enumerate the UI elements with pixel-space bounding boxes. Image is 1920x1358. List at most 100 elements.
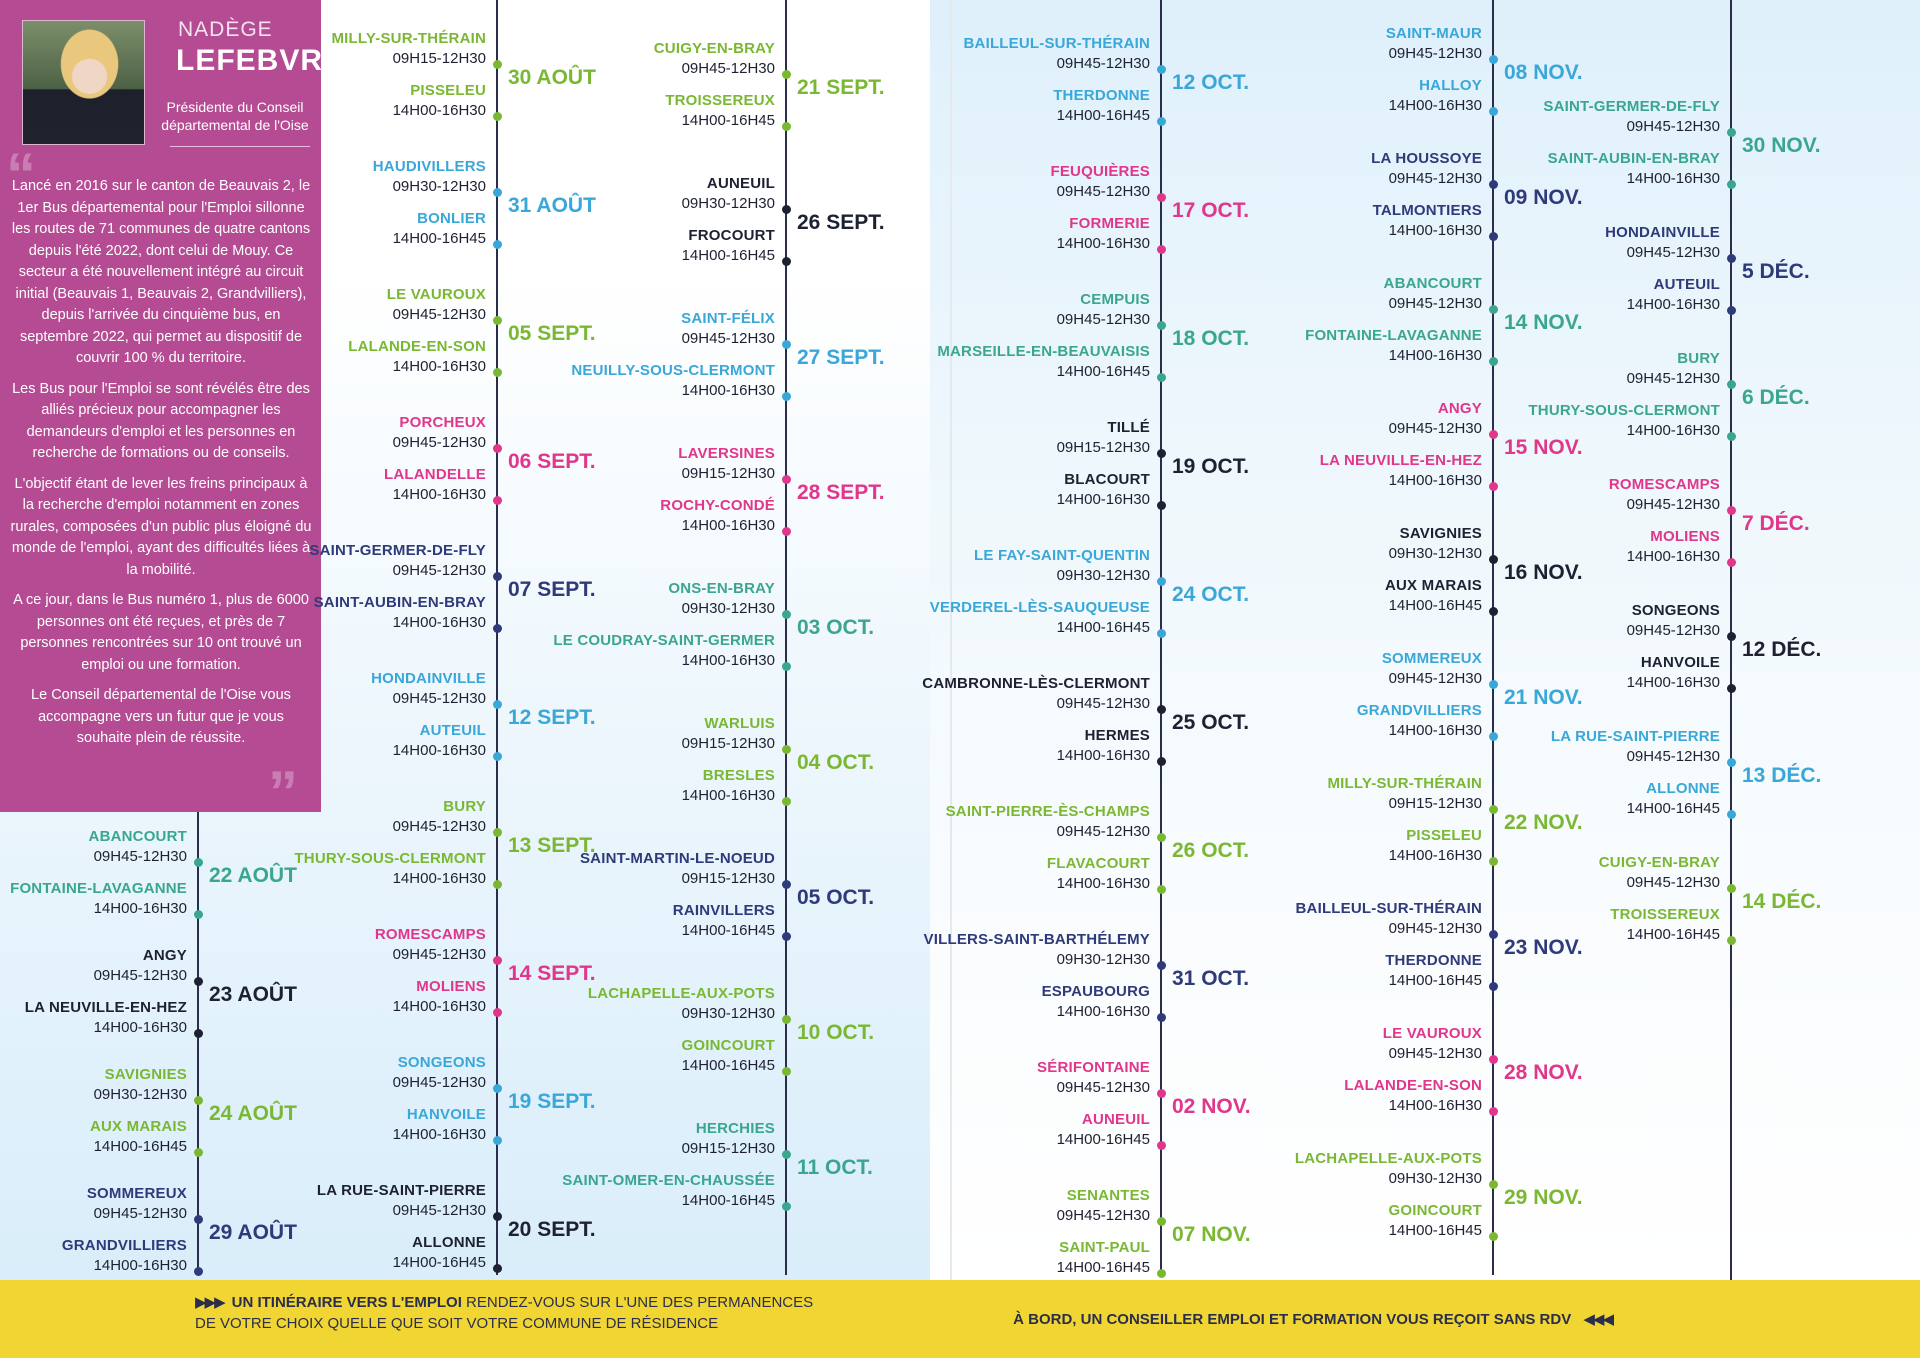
footer-left-bold: UN ITINÉRAIRE VERS L'EMPLOI <box>231 1294 462 1311</box>
stop-date: 04 OCT. <box>797 751 875 774</box>
stop-entry: ABANCOURT 09H45-12H30 <box>1182 275 1482 319</box>
stop-hours: 09H45-12H30 <box>1388 295 1482 312</box>
stop-entry: MOLIENS 14H00-16H30 <box>186 978 486 1022</box>
stop-hours: 09H45-12H30 <box>681 330 775 347</box>
stop-hours: 14H00-16H30 <box>1388 97 1482 114</box>
timeline-dot <box>1156 1269 1166 1278</box>
stop-city: BAILLEUL-SUR-THÉRAIN <box>1295 900 1482 917</box>
timeline-dot <box>1726 128 1736 137</box>
stop-date: 05 SEPT. <box>508 322 596 345</box>
stop-date: 22 AOÛT <box>209 864 297 887</box>
stop-hours: 09H45-12H30 <box>1388 420 1482 437</box>
intro-paragraph: Lancé en 2016 sur le canton de Beauvais … <box>11 178 311 366</box>
timeline-dot <box>492 956 502 965</box>
stop-entry: CEMPUIS 09H45-12H30 <box>850 291 1150 335</box>
stop-entry: LALANDE-EN-SON 14H00-16H30 <box>1182 1077 1482 1121</box>
stop-hours: 09H45-12H30 <box>392 690 486 707</box>
timeline-dot <box>1488 1107 1498 1116</box>
timeline-dot <box>781 1150 791 1159</box>
stop-hours: 14H00-16H30 <box>1388 847 1482 864</box>
stop-city: SOMMEREUX <box>86 1185 187 1202</box>
timeline-dot <box>1726 884 1736 893</box>
stop-entry: FEUQUIÈRES 09H45-12H30 <box>850 163 1150 207</box>
intro-paragraph: Les Bus pour l'Emploi se sont révélés êt… <box>12 380 310 462</box>
stop-entry: THURY-SOUS-CLERMONT 14H00-16H30 <box>186 850 486 894</box>
stop-hours: 09H45-12H30 <box>392 946 486 963</box>
stop-entry: HERCHIES 09H15-12H30 <box>475 1120 775 1164</box>
stop-date: 03 OCT. <box>797 616 875 639</box>
stop-entry: LE FAY-SAINT-QUENTIN 09H30-12H30 <box>850 547 1150 591</box>
background-right <box>930 0 1920 1280</box>
stop-city: HALLOY <box>1419 77 1482 94</box>
timeline-dot <box>492 828 502 837</box>
stop-hours: 14H00-16H30 <box>1626 296 1720 313</box>
stop-date: 12 SEPT. <box>508 706 596 729</box>
stop-city: LACHAPELLE-AUX-POTS <box>1294 1150 1482 1167</box>
portrait-photo <box>22 20 145 145</box>
timeline-dot <box>1488 357 1498 366</box>
timeline-dot <box>492 496 502 505</box>
stop-city: THURY-SOUS-CLERMONT <box>294 850 486 867</box>
stop-entry: ANGY 09H45-12H30 <box>1182 400 1482 444</box>
stop-entry: LA NEUVILLE-EN-HEZ 14H00-16H30 <box>1182 452 1482 496</box>
stop-entry: SAVIGNIES 09H30-12H30 <box>1182 525 1482 569</box>
stop-date: 05 OCT. <box>797 886 875 909</box>
stop-entry: LA NEUVILLE-EN-HEZ 14H00-16H30 <box>0 999 187 1043</box>
stop-hours: 09H45-12H30 <box>1388 1045 1482 1062</box>
timeline-dot <box>1488 732 1498 741</box>
stop-date: 18 OCT. <box>1172 327 1250 350</box>
stop-hours: 09H45-12H30 <box>1388 670 1482 687</box>
arrow-left-icon: ◀◀◀ <box>1583 1311 1614 1328</box>
stop-entry: MILLY-SUR-THÉRAIN 09H15-12H30 <box>186 30 486 74</box>
stop-hours: 14H00-16H45 <box>681 922 775 939</box>
timeline-dot <box>781 340 791 349</box>
stop-hours: 09H45-12H30 <box>93 1205 187 1222</box>
timeline-dot <box>781 745 791 754</box>
stop-entry: LE VAUROUX 09H45-12H30 <box>1182 1025 1482 1069</box>
stop-hours: 09H45-12H30 <box>392 818 486 835</box>
stop-entry: SÉRIFONTAINE 09H45-12H30 <box>850 1059 1150 1103</box>
stop-city: SOMMEREUX <box>1381 650 1482 667</box>
timeline-dot <box>1726 558 1736 567</box>
timeline-dot <box>492 368 502 377</box>
stop-entry: SONGEONS 09H45-12H30 <box>186 1054 486 1098</box>
stop-city: LALANDE-EN-SON <box>348 338 486 355</box>
stop-city: MILLY-SUR-THÉRAIN <box>331 30 486 47</box>
stop-entry: LAVERSINES 09H15-12H30 <box>475 445 775 489</box>
timeline-dot <box>781 610 791 619</box>
stop-entry: THURY-SOUS-CLERMONT 14H00-16H30 <box>1420 402 1720 446</box>
stop-hours: 09H45-12H30 <box>93 848 187 865</box>
stop-city: THERDONNE <box>1053 87 1150 104</box>
stop-city: LA HOUSSOYE <box>1371 150 1482 167</box>
timeline-dot <box>1726 306 1736 315</box>
stop-hours: 14H00-16H30 <box>1056 747 1150 764</box>
stop-date: 19 OCT. <box>1172 455 1250 478</box>
stop-entry: FORMERIE 14H00-16H30 <box>850 215 1150 259</box>
stop-date: 22 NOV. <box>1504 811 1583 834</box>
stop-city: PISSELEU <box>1406 827 1482 844</box>
stop-hours: 14H00-16H30 <box>392 102 486 119</box>
stop-hours: 14H00-16H30 <box>1626 422 1720 439</box>
stop-city: LA RUE-SAINT-PIERRE <box>1550 728 1720 745</box>
stop-entry: ALLONNE 14H00-16H45 <box>186 1234 486 1278</box>
stop-hours: 09H30-12H30 <box>681 1005 775 1022</box>
stop-hours: 09H45-12H30 <box>1056 1207 1150 1224</box>
stop-city: PISSELEU <box>410 82 486 99</box>
stop-city: BURY <box>1677 350 1720 367</box>
stop-city: ABANCOURT <box>88 828 187 845</box>
intro-panel: NADÈGE LEFEBVRE Présidente du Conseil dé… <box>0 0 343 826</box>
stop-hours: 14H00-16H45 <box>1626 800 1720 817</box>
stop-hours: 09H15-12H30 <box>681 735 775 752</box>
stop-entry: LA RUE-SAINT-PIERRE 09H45-12H30 <box>1420 728 1720 772</box>
stop-city: SAVIGNIES <box>1399 525 1482 542</box>
timeline-dot <box>492 444 502 453</box>
stop-hours: 09H45-12H30 <box>1626 370 1720 387</box>
timeline-dot <box>781 257 791 266</box>
stop-city: LALANDELLE <box>384 466 486 483</box>
stop-entry: LA RUE-SAINT-PIERRE 09H45-12H30 <box>186 1182 486 1226</box>
stop-entry: SAINT-MARTIN-LE-NOEUD 09H15-12H30 <box>475 850 775 894</box>
stop-date: 31 AOÛT <box>508 194 596 217</box>
stop-date: 13 SEPT. <box>508 834 596 857</box>
stop-entry: FONTAINE-LAVAGANNE 14H00-16H30 <box>0 880 187 924</box>
stop-hours: 09H15-12H30 <box>1388 795 1482 812</box>
